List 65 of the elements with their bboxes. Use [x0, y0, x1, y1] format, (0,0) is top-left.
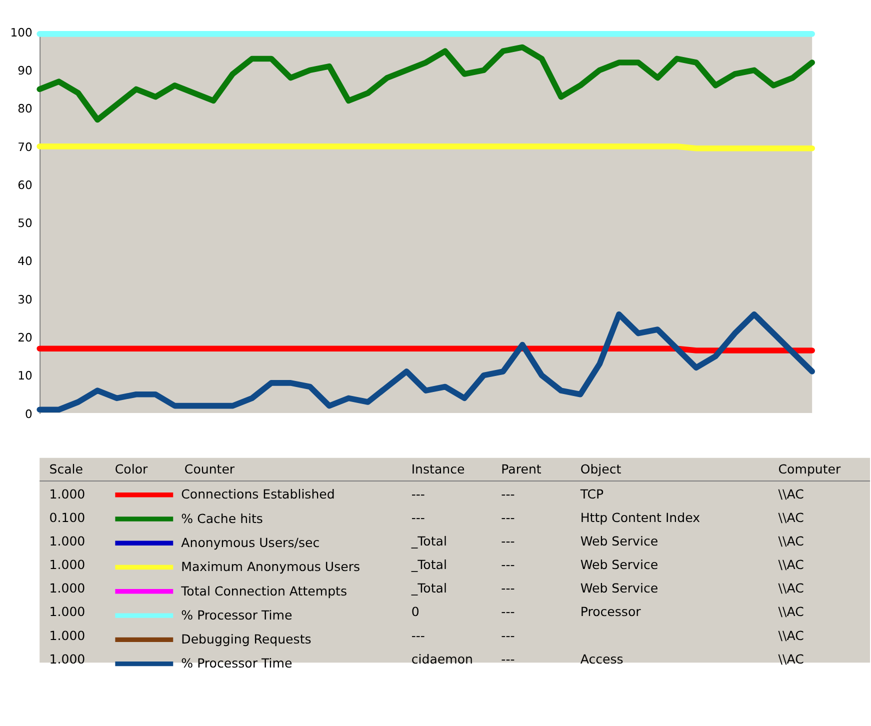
- text: 1.000: [49, 486, 86, 502]
- text: TCP: [579, 486, 604, 502]
- legend-label: Anonymous Users/sec: [181, 534, 320, 550]
- y-tick-label: 70: [18, 140, 32, 154]
- legend-label: Maximum Anonymous Users: [181, 559, 360, 574]
- text: ---: [501, 628, 515, 643]
- y-tick-label: 20: [18, 330, 32, 344]
- legend-label: Total Connection Attempts: [180, 583, 347, 598]
- text: Web Service: [580, 580, 658, 596]
- y-tick-label: 60: [18, 178, 32, 192]
- text: Web Service: [580, 534, 658, 549]
- y-tick-label: 10: [18, 368, 32, 383]
- text: Access: [580, 651, 624, 666]
- legend-label: % Processor Time: [181, 656, 292, 671]
- text: \\AC: [778, 534, 804, 549]
- text: _Total: [410, 534, 447, 549]
- text: _Total: [410, 557, 447, 572]
- text: ---: [501, 604, 515, 620]
- text: Counter: [184, 461, 236, 476]
- text: 1.000: [49, 557, 86, 572]
- text: ---: [411, 510, 425, 525]
- text: \\AC: [778, 651, 804, 666]
- text: _Total: [410, 580, 447, 596]
- text: ---: [501, 580, 515, 596]
- y-tick-label: 80: [18, 102, 32, 116]
- y-tick-label: 40: [18, 254, 32, 268]
- text: \\AC: [778, 628, 804, 643]
- text: Object: [580, 461, 622, 476]
- text: \\AC: [778, 557, 804, 572]
- text: Processor: [580, 604, 642, 620]
- y-tick-label: 90: [18, 64, 32, 78]
- text: cidaemon: [411, 651, 473, 666]
- legend-label: % Processor Time: [181, 607, 292, 622]
- text: ---: [501, 534, 515, 549]
- text: 1.000: [49, 651, 86, 666]
- text: \\AC: [778, 604, 804, 620]
- text: ---: [501, 510, 515, 525]
- text: Scale: [49, 461, 84, 476]
- text: 1.000: [49, 580, 86, 596]
- text: ---: [501, 651, 515, 666]
- text: 1.000: [49, 534, 86, 549]
- text: ---: [501, 486, 515, 502]
- text: 1.000: [49, 604, 86, 620]
- text: \\AC: [778, 580, 804, 596]
- y-tick-label: 100: [10, 25, 32, 40]
- text: 1.000: [49, 628, 86, 643]
- text: ---: [411, 628, 425, 643]
- text: Computer: [778, 461, 842, 476]
- text: Web Service: [580, 557, 658, 572]
- y-tick-label: 30: [18, 292, 32, 306]
- text: ---: [501, 557, 515, 572]
- legend-label: Debugging Requests: [181, 632, 312, 647]
- y-tick-label: 50: [18, 216, 32, 230]
- text: ---: [411, 486, 425, 502]
- text: Instance: [411, 461, 466, 476]
- legend-label: % Cache hits: [181, 510, 263, 526]
- text: 0: [411, 604, 420, 620]
- text: 0.100: [49, 510, 86, 525]
- text: Parent: [501, 461, 542, 476]
- text: \\AC: [778, 486, 804, 502]
- text: Http Content Index: [580, 510, 701, 525]
- y-tick-label: 0: [24, 406, 32, 421]
- text: Color: [114, 461, 149, 476]
- legend-label: Connections Established: [181, 486, 335, 502]
- text: \\AC: [778, 510, 804, 525]
